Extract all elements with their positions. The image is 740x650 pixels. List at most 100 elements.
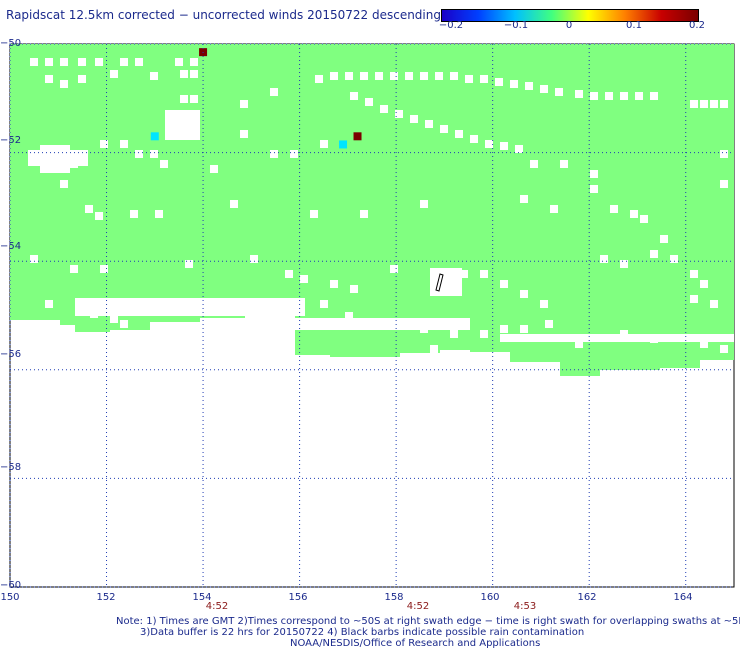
missing-cell [240, 130, 248, 138]
map-title: Rapidscat 12.5km corrected − uncorrected… [6, 8, 441, 22]
missing-cell [175, 58, 183, 66]
missing-cell [380, 105, 388, 113]
missing-cell [540, 85, 548, 93]
missing-cell [250, 255, 258, 263]
swath-segment [510, 44, 560, 362]
missing-cell [120, 140, 128, 148]
missing-cell [485, 140, 493, 148]
lon-label: 156 [288, 592, 308, 603]
missing-cell [720, 180, 728, 188]
missing-cell [720, 150, 728, 158]
missing-cell [550, 205, 558, 213]
missing-cell [190, 95, 198, 103]
missing-cell [600, 255, 608, 263]
time-label: 4:52 [406, 601, 430, 612]
missing-patch [165, 110, 200, 140]
missing-cell [700, 100, 708, 108]
missing-cell [310, 210, 318, 218]
swath-segment [580, 44, 600, 376]
missing-cell [530, 160, 538, 168]
missing-cell [240, 100, 248, 108]
missing-cell [720, 100, 728, 108]
missing-cell [290, 150, 298, 158]
missing-cell [650, 92, 658, 100]
lon-label: 164 [673, 592, 693, 603]
missing-cell [470, 135, 478, 143]
swath-segment [200, 44, 245, 318]
missing-cell [110, 315, 118, 323]
missing-cell [120, 58, 128, 66]
missing-cell [95, 58, 103, 66]
missing-cell [425, 120, 433, 128]
lat-label: −50 [0, 38, 22, 49]
missing-cell [480, 330, 488, 338]
missing-cell [60, 180, 68, 188]
note-line-1: Note: 1) Times are GMT 2)Times correspon… [116, 616, 740, 627]
missing-cell [440, 125, 448, 133]
missing-cell [100, 140, 108, 148]
missing-cell [520, 290, 528, 298]
missing-cell [180, 95, 188, 103]
missing-cell [710, 300, 718, 308]
missing-cell [100, 265, 108, 273]
missing-cell [30, 58, 38, 66]
missing-cell [635, 92, 643, 100]
missing-cell [360, 210, 368, 218]
missing-cell [155, 210, 163, 218]
missing-cell [320, 300, 328, 308]
missing-cell [285, 270, 293, 278]
missing-cell [185, 260, 193, 268]
missing-cell [365, 98, 373, 106]
missing-cell [460, 270, 468, 278]
missing-cell [410, 115, 418, 123]
missing-cell [210, 325, 218, 333]
missing-cell [60, 80, 68, 88]
missing-cell [390, 265, 398, 273]
swath-segment [440, 44, 470, 350]
missing-cell [515, 145, 523, 153]
missing-cell [720, 345, 728, 353]
missing-cell [700, 280, 708, 288]
missing-cell [620, 92, 628, 100]
swath-segment [110, 44, 150, 330]
missing-cell [45, 75, 53, 83]
missing-cell [420, 200, 428, 208]
missing-cell [690, 100, 698, 108]
wind-difference-cell [353, 132, 362, 141]
missing-cell [135, 150, 143, 158]
lat-label: −52 [0, 135, 22, 146]
missing-cell [555, 88, 563, 96]
missing-cell [690, 270, 698, 278]
missing-cell [350, 92, 358, 100]
missing-cell [450, 330, 458, 338]
lat-label: −60 [0, 580, 22, 591]
missing-cell [430, 345, 438, 353]
lon-label: 160 [480, 592, 500, 603]
note-line-2: 3)Data buffer is 22 hrs for 20150722 4) … [140, 627, 585, 638]
wind-difference-cell [150, 132, 159, 141]
missing-cell [510, 80, 518, 88]
missing-cell [320, 140, 328, 148]
missing-cell [70, 265, 78, 273]
missing-cell [180, 70, 188, 78]
missing-patch [430, 268, 462, 296]
swath-segment [560, 44, 580, 376]
missing-cell [690, 295, 698, 303]
missing-cell [190, 70, 198, 78]
missing-cell [495, 78, 503, 86]
missing-cell [575, 340, 583, 348]
colorbar-tick: 0 [565, 20, 573, 31]
colorbar-tick: 0.2 [689, 20, 705, 31]
missing-cell [700, 340, 708, 348]
swath-segment [660, 44, 700, 368]
missing-cell [440, 350, 448, 358]
missing-cell [620, 260, 628, 268]
missing-cell [150, 150, 158, 158]
missing-cell [525, 82, 533, 90]
missing-cell [45, 58, 53, 66]
missing-cell [360, 72, 368, 80]
missing-cell [480, 270, 488, 278]
missing-patch [270, 318, 470, 330]
missing-cell [300, 275, 308, 283]
